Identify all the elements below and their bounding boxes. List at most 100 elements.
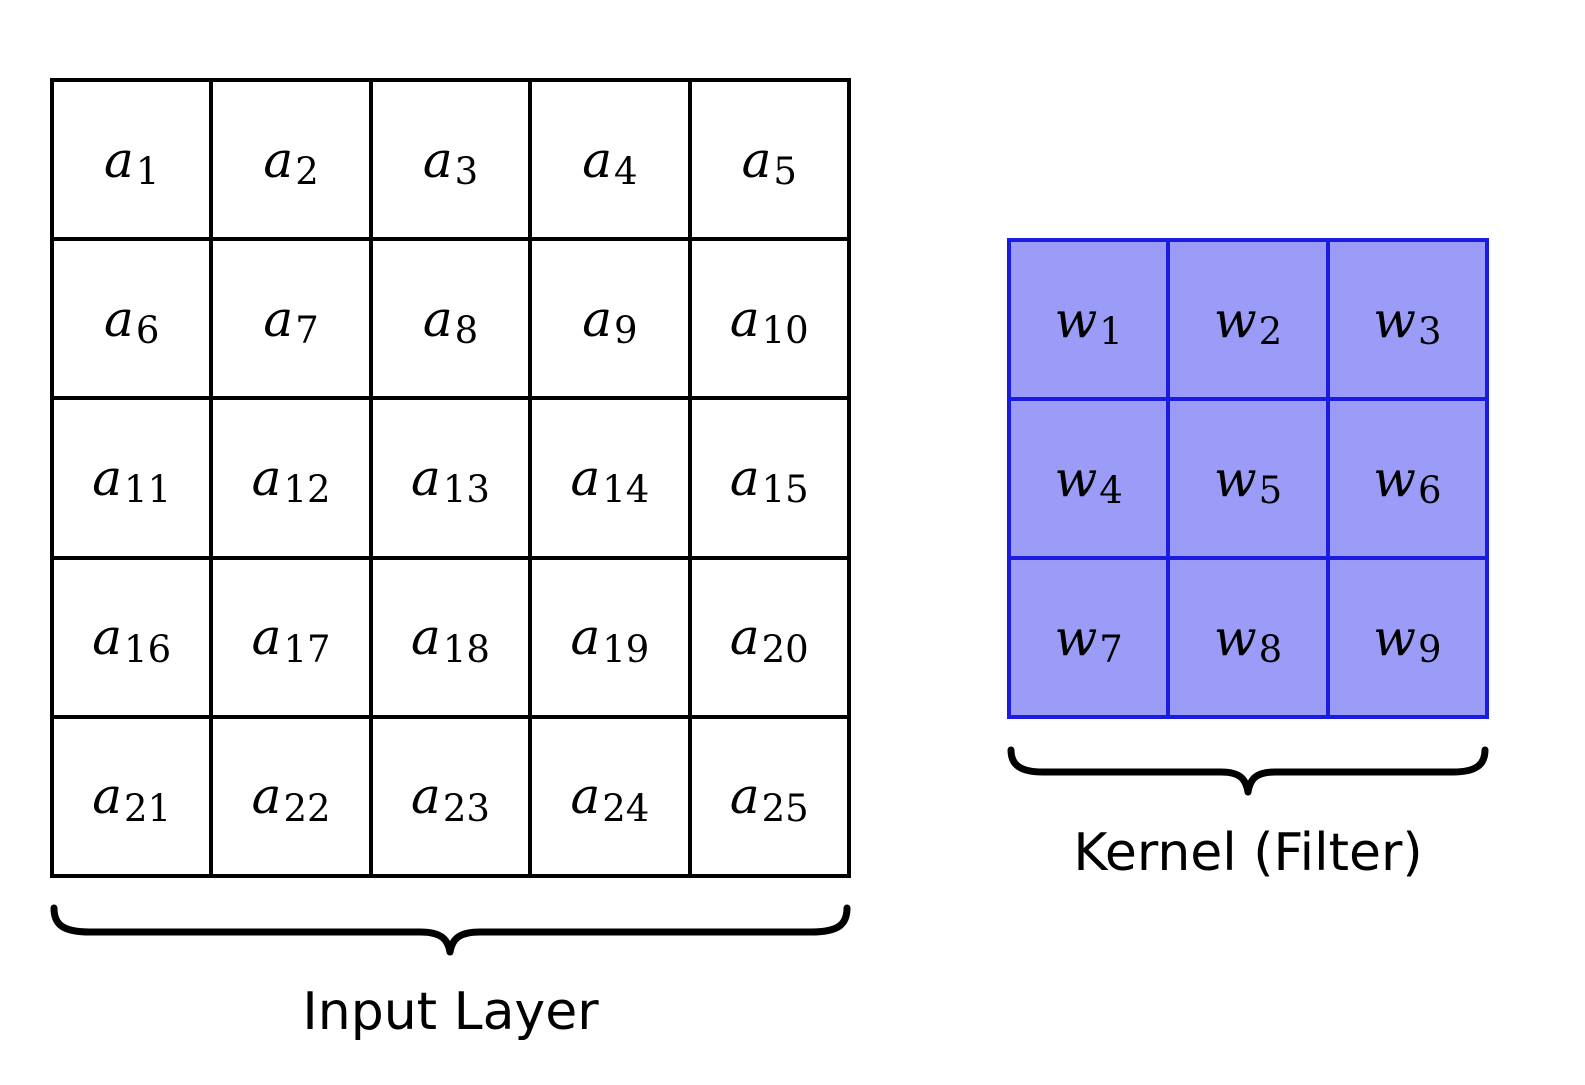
- input-layer-brace: [50, 904, 851, 956]
- kernel-symbol: w: [1213, 290, 1257, 349]
- input-symbol: a: [411, 767, 441, 826]
- input-symbol: a: [92, 767, 123, 826]
- input-subscript: 23: [442, 786, 490, 830]
- input-symbol: a: [729, 767, 760, 826]
- kernel-symbol: w: [1373, 290, 1416, 349]
- input-subscript: 20: [761, 627, 809, 671]
- kernel-subscript: 1: [1099, 310, 1123, 353]
- input-symbol: a: [582, 130, 613, 189]
- kernel-caption: Kernel (Filter): [1073, 823, 1423, 883]
- input-cell: a 25: [689, 716, 849, 876]
- input-subscript: 11: [124, 468, 172, 512]
- input-cell: a 23: [370, 716, 531, 876]
- input-cell: a 11: [52, 398, 212, 558]
- input-cell: a 12: [211, 398, 371, 558]
- kernel-symbol: w: [1054, 608, 1098, 667]
- input-subscript: 6: [135, 309, 160, 353]
- input-symbol: a: [104, 289, 134, 348]
- input-cell: a 16: [52, 557, 212, 717]
- kernel-subscript: 8: [1258, 628, 1283, 671]
- input-symbol: a: [92, 608, 123, 667]
- input-subscript: 9: [614, 309, 638, 353]
- kernel-subscript: 6: [1417, 469, 1442, 512]
- input-subscript: 7: [295, 309, 319, 353]
- input-subscript: 3: [454, 150, 479, 194]
- input-subscript: 14: [602, 468, 650, 512]
- input-cell: a 21: [52, 716, 212, 876]
- input-symbol: a: [104, 130, 134, 189]
- input-symbol: a: [570, 767, 601, 826]
- kernel-subscript: 3: [1417, 310, 1442, 353]
- input-symbol: a: [263, 130, 294, 189]
- input-subscript: 12: [283, 468, 331, 512]
- input-subscript: 25: [761, 786, 809, 830]
- input-symbol: a: [570, 608, 601, 667]
- kernel-subscript: 7: [1099, 628, 1123, 671]
- input-symbol: a: [729, 289, 760, 348]
- input-symbol: a: [729, 608, 760, 667]
- kernel-subscript: 5: [1258, 469, 1283, 512]
- input-subscript: 17: [283, 627, 331, 671]
- input-subscript: 4: [614, 150, 638, 194]
- input-symbol: a: [422, 130, 453, 189]
- input-cell: a 20: [689, 557, 849, 717]
- kernel-symbol: w: [1054, 290, 1098, 349]
- input-symbol: a: [411, 608, 441, 667]
- input-symbol: a: [729, 448, 760, 507]
- kernel-symbol: w: [1054, 449, 1098, 508]
- kernel-symbol: w: [1373, 449, 1416, 508]
- input-cell: a 24: [530, 716, 690, 876]
- input-symbol: a: [422, 289, 453, 348]
- input-symbol: a: [411, 448, 441, 507]
- input-subscript: 18: [442, 627, 490, 671]
- input-symbol: a: [251, 448, 282, 507]
- input-subscript: 22: [283, 786, 331, 830]
- kernel-symbol: w: [1213, 608, 1257, 667]
- input-layer-caption: Input Layer: [302, 982, 599, 1042]
- input-cell: a 22: [211, 716, 371, 876]
- kernel-subscript: 4: [1099, 469, 1123, 512]
- input-subscript: 15: [761, 468, 809, 512]
- kernel-symbol: w: [1213, 449, 1257, 508]
- input-subscript: 19: [602, 627, 650, 671]
- kernel-subscript: 9: [1417, 628, 1442, 671]
- input-cell: a 15: [689, 398, 849, 558]
- input-subscript: 1: [135, 150, 160, 194]
- input-subscript: 16: [124, 627, 172, 671]
- input-subscript: 24: [602, 786, 650, 830]
- input-cell: a 17: [211, 557, 371, 717]
- input-cell: a 10: [689, 239, 849, 399]
- input-subscript: 21: [124, 786, 172, 830]
- input-subscript: 10: [761, 309, 809, 353]
- input-symbol: a: [251, 608, 282, 667]
- input-subscript: 13: [442, 468, 490, 512]
- input-symbol: a: [741, 130, 772, 189]
- input-subscript: 2: [295, 150, 319, 194]
- input-layer-grid: a 1 a 2 a 3 a 4 a 5 a 6 a 7 a 8 a 9 a 10 a 11 a 12 a 13 a 14 a 15 a 16 a…: [50, 78, 851, 878]
- input-cell: a 13: [370, 398, 531, 558]
- input-cell: a 18: [370, 557, 531, 717]
- input-subscript: 5: [773, 150, 797, 194]
- kernel-subscript: 2: [1258, 310, 1283, 353]
- kernel-symbol: w: [1373, 608, 1416, 667]
- input-cell: a 14: [530, 398, 690, 558]
- input-symbol: a: [570, 448, 601, 507]
- input-subscript: 8: [454, 309, 479, 353]
- input-symbol: a: [263, 289, 294, 348]
